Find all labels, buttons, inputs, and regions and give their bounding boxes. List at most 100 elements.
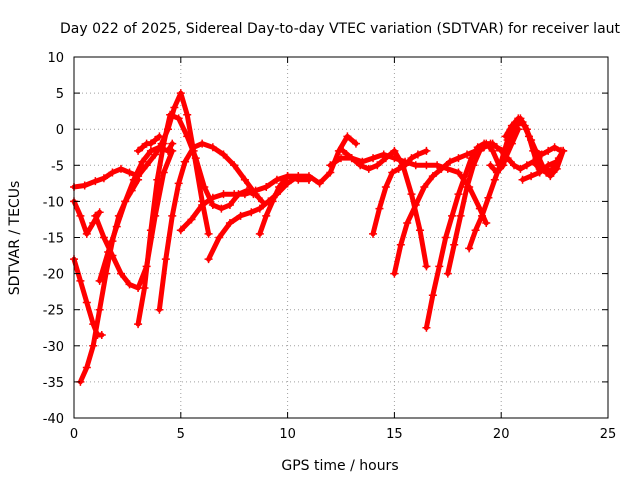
data-point xyxy=(448,211,457,220)
data-point xyxy=(527,136,536,145)
data-point xyxy=(146,139,155,148)
data-point xyxy=(375,204,384,213)
data-point xyxy=(219,190,228,199)
data-point xyxy=(251,186,260,195)
data-point xyxy=(522,161,531,170)
data-point xyxy=(326,161,335,170)
x-tick-label: 0 xyxy=(70,427,78,442)
data-point xyxy=(95,208,104,217)
data-point xyxy=(454,154,463,163)
data-point xyxy=(255,204,264,213)
data-point xyxy=(112,222,121,231)
y-tick-label: -20 xyxy=(43,268,64,283)
data-point xyxy=(326,168,335,177)
data-point xyxy=(166,110,175,119)
data-point xyxy=(514,114,523,123)
data-point xyxy=(463,182,472,191)
data-point xyxy=(174,114,183,123)
data-point xyxy=(499,161,508,170)
data-point xyxy=(151,136,160,145)
data-point xyxy=(134,146,143,155)
data-point xyxy=(390,269,399,278)
x-tick-label: 25 xyxy=(600,427,617,442)
data-point xyxy=(516,164,525,173)
data-point xyxy=(546,172,555,181)
data-point xyxy=(482,219,491,228)
data-point xyxy=(76,276,85,285)
data-point xyxy=(535,168,544,177)
data-point xyxy=(544,161,553,170)
data-point xyxy=(240,175,249,184)
data-point xyxy=(507,121,516,130)
data-point xyxy=(163,146,172,155)
series-layer xyxy=(70,89,568,386)
data-point xyxy=(443,269,452,278)
data-point xyxy=(198,139,207,148)
chart-title: Day 022 of 2025, Sidereal Day-to-day VTE… xyxy=(60,21,621,37)
data-point xyxy=(219,150,228,159)
data-point xyxy=(181,157,190,166)
data-point xyxy=(138,157,147,166)
data-point xyxy=(155,305,164,314)
data-point xyxy=(381,154,390,163)
data-point xyxy=(369,229,378,238)
data-point xyxy=(91,211,100,220)
data-point xyxy=(142,161,151,170)
data-point xyxy=(407,190,416,199)
data-point xyxy=(255,229,264,238)
data-point xyxy=(176,89,185,98)
data-point xyxy=(416,226,425,235)
data-point xyxy=(403,219,412,228)
data-point xyxy=(155,132,164,141)
data-point xyxy=(108,168,117,177)
data-point xyxy=(527,172,536,181)
data-point xyxy=(529,157,538,166)
data-point xyxy=(559,146,568,155)
data-point xyxy=(550,143,559,152)
data-point xyxy=(505,139,514,148)
y-tick-label: 0 xyxy=(56,123,64,138)
data-point xyxy=(469,161,478,170)
y-tick-label: -15 xyxy=(43,232,64,247)
y-tick-label: -5 xyxy=(51,159,64,174)
data-point xyxy=(183,132,192,141)
data-point xyxy=(159,139,168,148)
data-point xyxy=(146,146,155,155)
data-point xyxy=(373,161,382,170)
data-point xyxy=(170,103,179,112)
data-point xyxy=(518,175,527,184)
series-track-10 xyxy=(206,133,359,262)
data-point xyxy=(339,146,348,155)
data-point xyxy=(116,269,125,278)
data-point xyxy=(187,215,196,224)
x-tick-label: 10 xyxy=(279,427,296,442)
x-tick-label: 5 xyxy=(177,427,185,442)
data-point xyxy=(503,154,512,163)
data-point xyxy=(450,240,459,249)
data-point xyxy=(191,154,200,163)
data-point xyxy=(99,174,108,183)
data-point xyxy=(275,182,284,191)
data-point xyxy=(95,305,104,314)
data-point xyxy=(428,172,437,181)
series-track-20 xyxy=(498,148,562,175)
data-point xyxy=(99,233,108,242)
data-point xyxy=(208,193,217,202)
data-point xyxy=(351,139,360,148)
data-point xyxy=(501,132,510,141)
data-point xyxy=(168,211,177,220)
data-point xyxy=(356,161,365,170)
data-point xyxy=(129,175,138,184)
data-point xyxy=(475,146,484,155)
data-point xyxy=(477,211,486,220)
data-point xyxy=(413,150,422,159)
data-point xyxy=(272,175,281,184)
data-point xyxy=(407,154,416,163)
x-axis-label: GPS time / hours xyxy=(281,458,398,474)
data-point xyxy=(369,154,378,163)
data-point xyxy=(236,211,245,220)
data-point xyxy=(488,146,497,155)
data-point xyxy=(140,284,149,293)
data-point xyxy=(465,244,474,253)
data-point xyxy=(97,330,106,339)
